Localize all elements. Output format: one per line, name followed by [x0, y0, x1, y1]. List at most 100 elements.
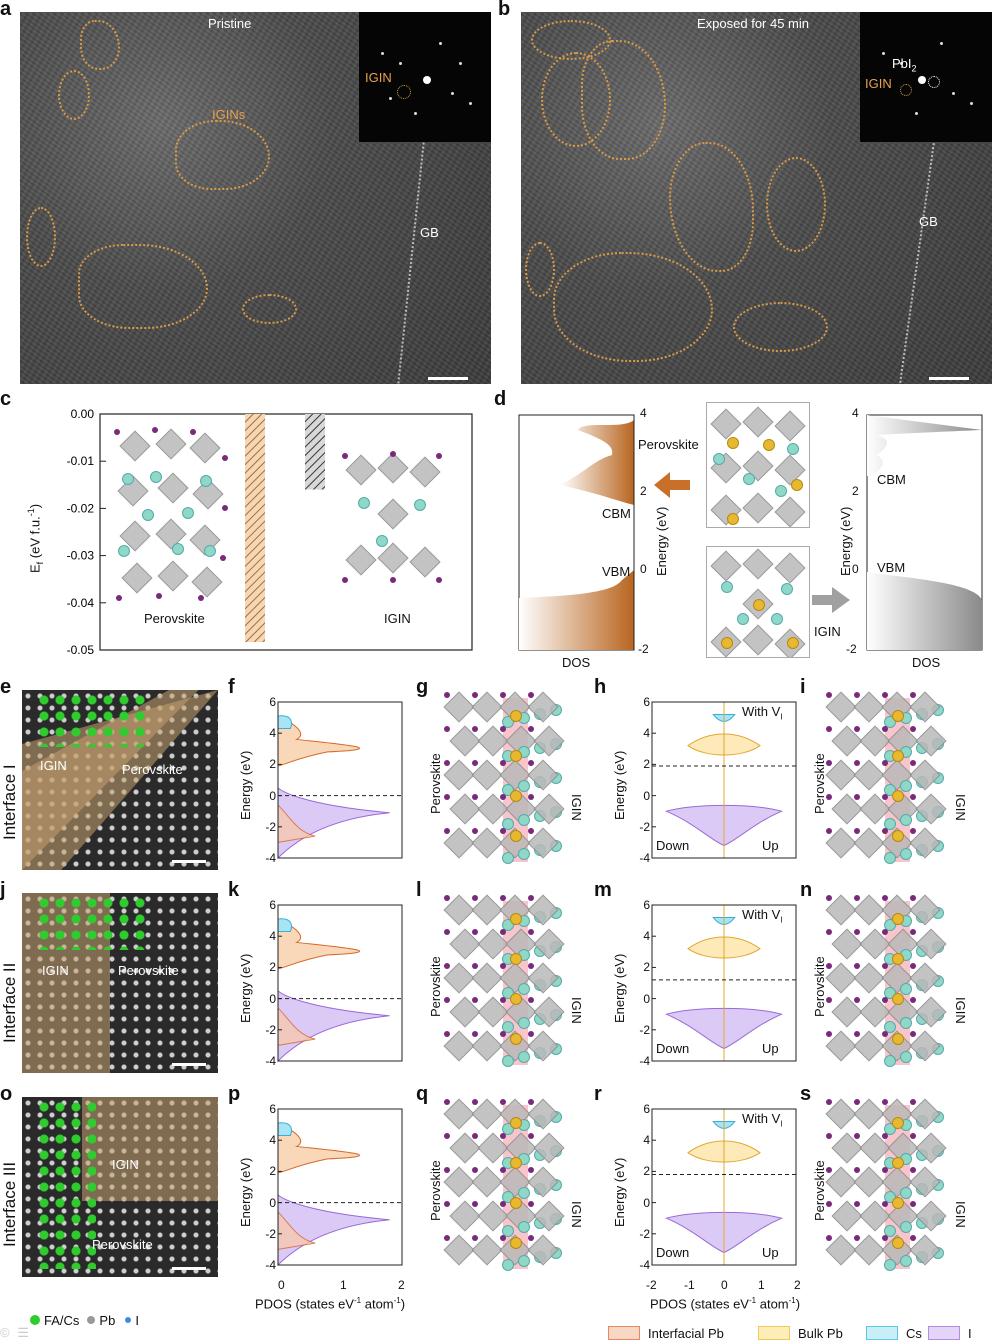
- bar-igin: [305, 414, 325, 490]
- pdos-plot: [277, 1108, 403, 1267]
- c-tick-label: 0.00: [71, 407, 95, 421]
- pdos-ytick: -2: [639, 819, 650, 834]
- haadf-image: IGIN Perovskite: [22, 690, 218, 870]
- struct-perovskite-label: Perovskite: [812, 1160, 827, 1221]
- interface-structure: [822, 690, 962, 870]
- pdos-ytick: -2: [265, 1022, 276, 1037]
- pdos-ytick: -4: [639, 851, 650, 865]
- panel-letter-s: s: [800, 1083, 812, 1105]
- d-ylabel: Energy (eV): [654, 506, 669, 576]
- interface-row: o p q r s Interface III IGIN Perovskite 6 4 2 0 -2 -4…: [0, 1083, 992, 1277]
- atom-overlay: [36, 692, 146, 747]
- haadf-igin-label: IGIN: [112, 1157, 139, 1172]
- panel-letter-p: p: [228, 1083, 241, 1105]
- pdos-ylabel: Energy (eV): [612, 953, 627, 1023]
- pdos-ytick: -2: [265, 819, 276, 834]
- pdos-ytick: -4: [639, 1054, 650, 1068]
- tem-title-exposed: Exposed for 45 min: [697, 16, 810, 31]
- struct-igin-label: IGIN: [953, 1201, 968, 1228]
- bar-perovskite: [245, 414, 265, 642]
- pb-dot-icon: [87, 1316, 96, 1324]
- pdos-xlabel: PDOS (states eV-1 atom-1): [255, 1296, 406, 1312]
- pdos-x-axis: 0 1 2 -2 -1 0 1 2 PDOS (states eV-1 atom-1) PDOS …: [0, 1278, 992, 1318]
- pdos-ytick: -4: [639, 1258, 650, 1272]
- spin-down-label: Down: [656, 1041, 690, 1056]
- d-tick: 2: [640, 484, 647, 498]
- interface-structure: [822, 1097, 962, 1277]
- panel-letter-d: d: [494, 388, 507, 410]
- pdos-xtick: -1: [684, 1278, 695, 1292]
- panel-letter-c: c: [0, 388, 12, 410]
- pdos-ytick: 4: [269, 726, 276, 741]
- igins-label: IGINs: [212, 107, 246, 122]
- scale-bar: [172, 860, 206, 863]
- d-igin-label: IGIN: [814, 624, 841, 639]
- atom-overlay: [36, 1099, 96, 1269]
- interface-label: Interface III: [0, 1161, 19, 1247]
- d-tick: 4: [640, 406, 647, 420]
- pdos-ylabel: Energy (eV): [238, 953, 253, 1023]
- pdos-spin-panel: 6 4 2 0 -2 -4 Energy (eV) With VI Down Up: [612, 893, 802, 1073]
- struct-igin-label: IGIN: [953, 997, 968, 1024]
- pdos-xtick: -2: [646, 1278, 657, 1292]
- atom-legend: FA/Cs Pb I: [30, 1311, 139, 1329]
- d-svg: [518, 414, 983, 651]
- igin-fft-label-a: IGIN: [365, 70, 392, 85]
- pdos-ytick: 6: [269, 1102, 276, 1116]
- interface-row: e f g h i Interface I IGIN Perovskite 6 4 2 0 -2 -4 En…: [0, 676, 992, 870]
- haadf-image: IGIN Perovskite: [22, 893, 218, 1073]
- legend-swatch-bulk-pb: [758, 1326, 790, 1340]
- pdos-xtick: 2: [398, 1278, 405, 1292]
- watermark: © ☰: [0, 1325, 31, 1340]
- pbi2-label: PbI2: [892, 56, 917, 74]
- pdos-xtick: 1: [340, 1278, 347, 1292]
- struct-perovskite-label: Perovskite: [428, 1160, 443, 1221]
- scale-bar: [172, 1063, 206, 1066]
- pdos-plot: [277, 904, 403, 1063]
- pdos-spin-panel: 6 4 2 0 -2 -4 Energy (eV) With VI Down Up: [612, 690, 802, 870]
- struct-perovskite-label: Perovskite: [812, 753, 827, 814]
- struct-perovskite-label: Perovskite: [428, 753, 443, 814]
- igin-fft-label-b: IGIN: [865, 76, 892, 91]
- igin-region: [242, 294, 297, 324]
- legend-label: Interfacial Pb: [648, 1326, 724, 1341]
- c-perovskite-label: Perovskite: [144, 611, 205, 626]
- scale-bar: [929, 377, 969, 380]
- perovskite-structure: [112, 425, 232, 605]
- pdos-spin-panel: 6 4 2 0 -2 -4 Energy (eV) With VI Down Up: [612, 1097, 802, 1277]
- tem-title-pristine: Pristine: [208, 16, 252, 31]
- d-tick-right: -2: [846, 642, 857, 656]
- c-tick-label: -0.05: [67, 643, 95, 657]
- pdos-legend: Interfacial Pb Bulk Pb Cs I: [608, 1324, 988, 1342]
- pdos-ylabel: Energy (eV): [238, 1157, 253, 1227]
- pdos-ytick: 2: [269, 1164, 276, 1179]
- pdos-ytick: 6: [643, 898, 650, 912]
- d-tick: 0: [640, 562, 647, 576]
- c-tick-label: -0.02: [67, 501, 95, 515]
- pdos-ytick: 6: [643, 1102, 650, 1116]
- pdos-plot: [651, 701, 797, 859]
- tem-image-exposed: Exposed for 45 min PbI2 IGIN GB: [521, 12, 992, 384]
- struct-igin-label: IGIN: [569, 997, 584, 1024]
- d-tick-right: 4: [852, 406, 859, 420]
- pdos-plot: [651, 904, 797, 1062]
- pdos-ylabel: Energy (eV): [612, 1157, 627, 1227]
- c-tick-label: -0.04: [67, 596, 95, 610]
- d-tick-right: 2: [852, 484, 859, 498]
- c-igin-label: IGIN: [384, 611, 411, 626]
- igin-region: [58, 70, 90, 120]
- tem-image-pristine: Pristine IGIN IGINs GB: [20, 12, 491, 384]
- igin-region: [733, 302, 828, 352]
- haadf-image: IGIN Perovskite: [22, 1097, 218, 1277]
- pdos-plot: [651, 1108, 797, 1266]
- igin-region: [553, 252, 713, 362]
- dos-figure: 4 2 0 -2 Perovskite CBM VBM DOS Energy (…: [494, 400, 992, 675]
- legend-facs: FA/Cs: [44, 1312, 80, 1328]
- panel-letter-g: g: [416, 676, 429, 698]
- pdos-ytick: 0: [269, 788, 276, 803]
- d-vbm-label: VBM: [602, 564, 631, 579]
- panel-letter-l: l: [416, 879, 422, 901]
- igin-region: [581, 40, 666, 160]
- haadf-igin-label: IGIN: [42, 963, 69, 978]
- d-tick-right: 0: [852, 562, 859, 576]
